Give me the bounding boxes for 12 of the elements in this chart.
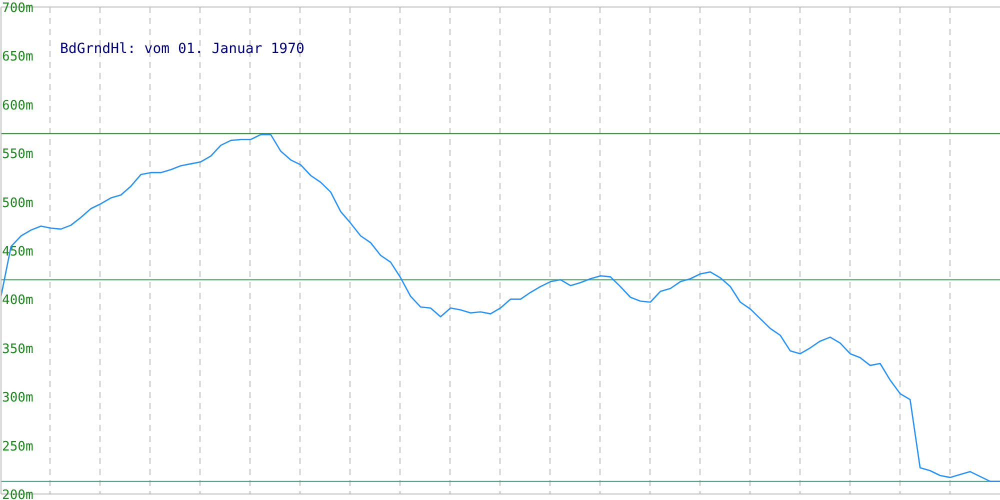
y-tick-label: 650m	[2, 50, 34, 65]
y-tick-label: 200m	[2, 488, 34, 500]
y-tick-label: 400m	[2, 293, 34, 308]
y-tick-label: 550m	[2, 147, 34, 162]
y-tick-label: 350m	[2, 342, 34, 357]
y-tick-label: 700m	[2, 1, 34, 16]
y-tick-label: 300m	[2, 390, 34, 406]
y-tick-label: 500m	[2, 196, 34, 211]
text: BdGrndHl: vom 01. Januar 1970	[60, 41, 304, 57]
line-series	[0, 134, 1000, 482]
y-tick-label: 600m	[2, 98, 34, 114]
y-tick-label: 250m	[2, 439, 34, 454]
